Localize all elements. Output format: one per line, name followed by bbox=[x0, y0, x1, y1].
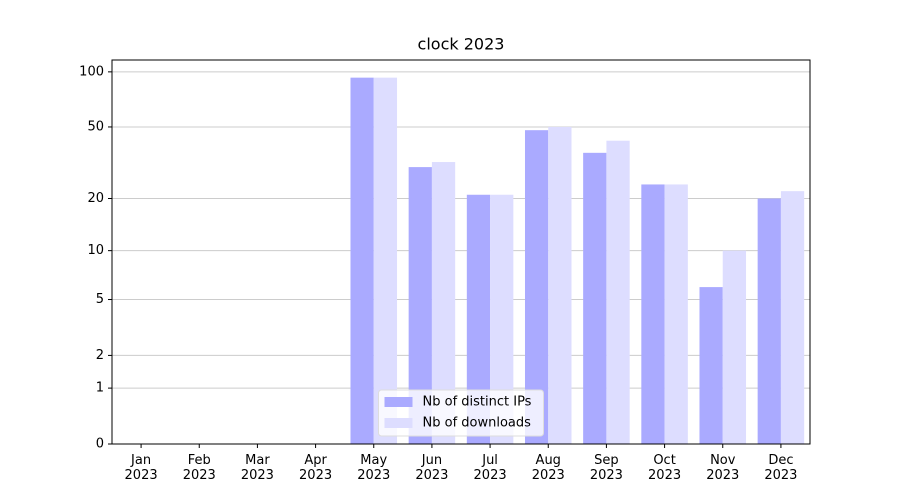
bar bbox=[699, 287, 723, 444]
y-tick-label: 1 bbox=[96, 381, 104, 396]
bar bbox=[606, 140, 630, 444]
y-tick-label: 50 bbox=[87, 119, 104, 134]
y-tick-label: 5 bbox=[96, 292, 104, 307]
y-tick-label: 0 bbox=[96, 437, 104, 452]
bar bbox=[583, 152, 607, 444]
legend-label: Nb of downloads bbox=[423, 416, 532, 431]
bar bbox=[757, 198, 781, 444]
bar bbox=[490, 194, 514, 444]
x-tick-label: Sep 2023 bbox=[589, 453, 623, 483]
bar bbox=[722, 250, 747, 444]
bar bbox=[466, 194, 491, 444]
x-tick-label: Mar 2023 bbox=[240, 453, 274, 483]
y-tick-label: 2 bbox=[96, 348, 104, 363]
x-tick-label: Feb 2023 bbox=[182, 453, 216, 483]
legend-swatch bbox=[384, 397, 413, 407]
bar bbox=[548, 126, 572, 444]
y-tick-label: 100 bbox=[79, 64, 104, 79]
plot-frame bbox=[111, 59, 811, 445]
y-tick-label: 10 bbox=[87, 243, 104, 258]
legend-swatch bbox=[384, 418, 413, 428]
bar bbox=[641, 184, 665, 444]
bar bbox=[373, 77, 398, 444]
x-tick-label: Jun 2023 bbox=[415, 453, 449, 483]
legend-box bbox=[378, 389, 544, 437]
bar bbox=[350, 77, 374, 444]
x-tick-label: Aug 2023 bbox=[531, 453, 565, 483]
bar bbox=[780, 191, 805, 444]
x-tick-label: May 2023 bbox=[357, 453, 391, 483]
bar bbox=[431, 162, 456, 445]
bar bbox=[408, 167, 432, 444]
x-tick-label: Nov 2023 bbox=[706, 453, 740, 483]
legend-label: Nb of distinct IPs bbox=[423, 395, 532, 410]
x-tick-label: Oct 2023 bbox=[648, 453, 682, 483]
chart-title: clock 2023 bbox=[418, 35, 505, 54]
bar bbox=[524, 130, 549, 445]
y-tick-label: 20 bbox=[87, 191, 104, 206]
x-tick-label: Dec 2023 bbox=[764, 453, 798, 483]
x-tick-label: Jan 2023 bbox=[124, 453, 158, 483]
x-tick-label: Jul 2023 bbox=[473, 453, 507, 483]
bar bbox=[664, 184, 688, 444]
x-tick-label: Apr 2023 bbox=[299, 453, 333, 483]
